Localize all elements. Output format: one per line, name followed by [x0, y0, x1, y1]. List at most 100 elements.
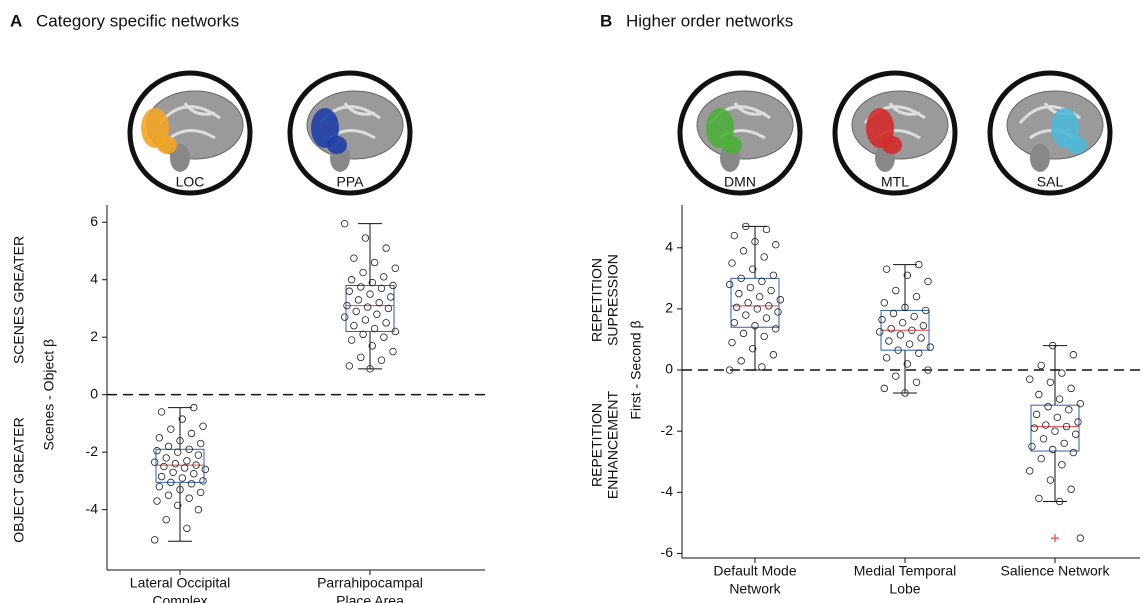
data-point — [740, 330, 747, 337]
data-point — [888, 325, 895, 332]
data-point — [918, 335, 925, 342]
data-point — [1036, 495, 1043, 502]
data-point — [1047, 477, 1054, 484]
y-tick-label: 4 — [90, 270, 98, 286]
data-point — [158, 409, 165, 416]
icon-label: LOC — [176, 174, 205, 190]
data-point — [151, 459, 158, 466]
data-point — [1072, 431, 1079, 438]
data-point — [387, 294, 394, 301]
data-point — [1061, 440, 1068, 447]
icon-label: DMN — [724, 174, 756, 190]
annotation: SUPRESSION — [605, 254, 621, 346]
data-point — [184, 457, 191, 464]
region — [882, 136, 902, 154]
data-point — [385, 305, 392, 312]
data-point — [181, 465, 188, 472]
data-point — [170, 469, 177, 476]
data-point — [341, 314, 348, 321]
data-point — [879, 316, 886, 323]
data-point — [763, 315, 770, 322]
data-point — [156, 434, 163, 441]
data-point — [1026, 468, 1033, 475]
data-point — [383, 320, 390, 327]
annotation: ENHANCEMENT — [605, 390, 621, 499]
y-tick-label: 0 — [665, 361, 673, 377]
box — [346, 285, 394, 331]
data-point — [881, 385, 888, 392]
panel-label: A — [10, 11, 22, 30]
data-point — [367, 291, 374, 298]
x-tick-label: Lateral Occipital — [130, 575, 230, 591]
data-point — [927, 344, 934, 351]
data-point — [897, 332, 904, 339]
data-point — [174, 449, 181, 456]
data-point — [165, 443, 172, 450]
y-tick-label: 6 — [90, 213, 98, 229]
data-point — [1026, 376, 1033, 383]
data-point — [348, 337, 355, 344]
data-point — [364, 304, 371, 311]
y-tick-label: -4 — [661, 483, 674, 499]
data-point — [911, 313, 918, 320]
data-point — [876, 329, 883, 336]
data-point — [731, 319, 738, 326]
data-point — [1036, 391, 1043, 398]
data-point — [200, 478, 207, 485]
x-tick-label: Network — [729, 581, 781, 597]
data-point — [168, 426, 175, 433]
data-point — [763, 226, 770, 233]
data-point — [883, 355, 890, 362]
data-point — [754, 306, 761, 313]
data-point — [1056, 396, 1063, 403]
data-point — [381, 334, 388, 341]
data-point — [383, 245, 390, 252]
data-point — [770, 351, 777, 358]
data-point — [761, 254, 768, 261]
panel-title: Category specific networks — [36, 11, 239, 30]
data-point — [371, 259, 378, 266]
data-point — [759, 364, 766, 371]
data-point — [925, 278, 932, 285]
data-point — [906, 341, 913, 348]
data-point — [358, 284, 365, 291]
data-point — [1066, 406, 1073, 413]
data-point — [202, 466, 209, 473]
y-tick-label: -2 — [86, 443, 99, 459]
y-tick-label: 0 — [90, 385, 98, 401]
data-point — [188, 480, 195, 487]
data-point — [920, 322, 927, 329]
data-point — [772, 241, 779, 248]
data-point — [362, 235, 369, 242]
data-point — [165, 492, 172, 499]
data-point — [195, 452, 202, 459]
data-point — [775, 309, 782, 316]
data-point — [1077, 400, 1084, 407]
data-point — [1059, 370, 1066, 377]
data-point — [154, 498, 161, 505]
data-point — [738, 358, 745, 365]
data-point — [374, 311, 381, 318]
data-point — [1038, 455, 1045, 462]
data-point — [360, 331, 367, 338]
y-tick-label: 2 — [665, 300, 673, 316]
data-point — [341, 220, 348, 227]
data-point — [893, 287, 900, 294]
data-point — [883, 266, 890, 273]
data-point — [740, 248, 747, 255]
data-point — [743, 312, 750, 319]
data-point — [348, 276, 355, 283]
y-label: Scenes - Object β — [41, 339, 57, 451]
y-label: First - Second β — [628, 320, 644, 419]
data-point — [1040, 436, 1047, 443]
data-point — [736, 290, 743, 297]
data-point — [154, 447, 161, 454]
data-point — [1070, 351, 1077, 358]
data-point — [1054, 414, 1061, 421]
data-point — [355, 297, 362, 304]
y-tick-label: 4 — [665, 238, 673, 254]
data-point — [184, 525, 191, 532]
data-point — [378, 357, 385, 364]
data-point — [1075, 419, 1082, 426]
data-point — [1049, 446, 1056, 453]
